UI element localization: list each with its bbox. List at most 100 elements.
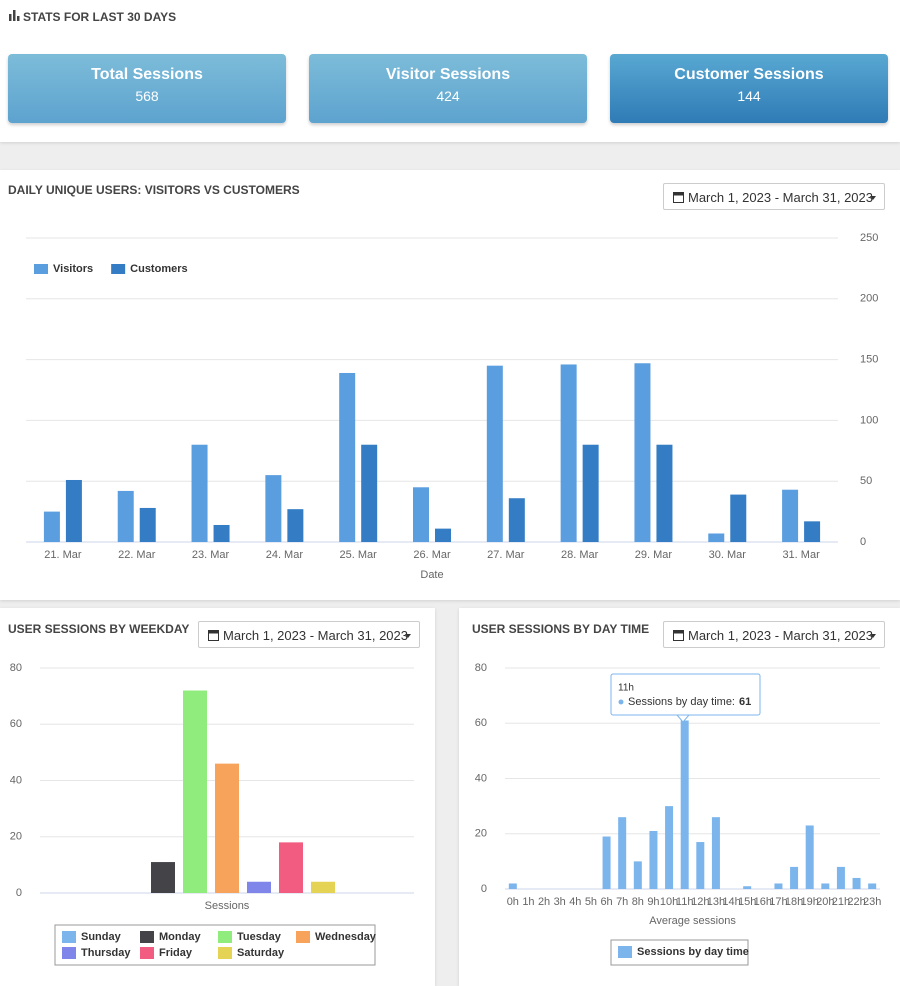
bar	[183, 690, 207, 893]
bar	[287, 509, 304, 542]
bar	[711, 817, 720, 889]
y-tick-label: 80	[10, 662, 22, 674]
bar	[215, 763, 239, 893]
legend-label: Tuesday	[237, 931, 282, 943]
legend-swatch	[62, 931, 76, 943]
bar	[265, 475, 282, 542]
tooltip-text: Sessions by day time: 61	[628, 696, 751, 708]
date-picker[interactable]: March 1, 2023 - March 31, 2023	[198, 621, 420, 648]
chart-panel: USER SESSIONS BY DAY TIME March 1, 2023 …	[459, 608, 900, 986]
bar	[804, 521, 821, 542]
bar	[852, 877, 861, 889]
chart-title: USER SESSIONS BY DAY TIME	[472, 622, 650, 636]
x-tick-label: 28. Mar	[561, 549, 599, 561]
x-tick-label: 16h	[754, 896, 772, 908]
card-value: 144	[737, 88, 761, 104]
legend-label: Customers	[130, 263, 187, 275]
legend-label: Thursday	[81, 947, 131, 959]
y-tick-label: 40	[10, 774, 22, 786]
x-tick-label: 21. Mar	[44, 549, 82, 561]
stats-title: STATS FOR LAST 30 DAYS	[23, 10, 177, 24]
bar	[435, 528, 451, 542]
bar	[656, 444, 673, 542]
x-tick-label: 8h	[632, 896, 644, 908]
bar	[602, 836, 611, 889]
tooltip-arrow	[675, 714, 691, 723]
x-tick-label: 1h	[522, 896, 534, 908]
x-tick-label: 19h	[801, 896, 819, 908]
x-tick-label: 3h	[554, 896, 566, 908]
bar	[805, 825, 814, 889]
y-tick-label: 100	[860, 414, 878, 426]
y-tick-label: 200	[860, 293, 878, 305]
bar	[413, 487, 429, 542]
bar	[868, 883, 877, 889]
x-tick-label: 26. Mar	[413, 549, 451, 561]
legend-swatch	[62, 947, 76, 959]
bar	[730, 494, 747, 542]
legend-swatch	[140, 931, 154, 943]
x-tick-label: 11h	[676, 896, 694, 908]
stat-card: Visitor Sessions 424	[309, 54, 587, 123]
bar	[665, 806, 674, 889]
x-tick-label: 24. Mar	[266, 549, 304, 561]
bar	[836, 866, 845, 889]
x-tick-label: 21h	[832, 896, 850, 908]
legend-label: Sunday	[81, 931, 122, 943]
stat-card: Customer Sessions 144	[610, 54, 888, 123]
card-title: Customer Sessions	[674, 66, 824, 83]
y-tick-label: 20	[10, 831, 22, 843]
bar	[582, 444, 599, 542]
date-picker[interactable]: March 1, 2023 - March 31, 2023	[663, 183, 885, 210]
x-tick-label: 23h	[863, 896, 881, 908]
legend-swatch	[296, 931, 310, 943]
calendar-icon	[673, 192, 684, 203]
y-tick-label: 0	[860, 536, 866, 548]
bar	[247, 881, 271, 893]
x-tick-label: 12h	[691, 896, 709, 908]
legend-swatch	[618, 946, 632, 958]
bar	[743, 886, 752, 889]
bar	[696, 842, 705, 889]
stat-card: Total Sessions 568	[8, 54, 286, 123]
calendar-icon	[208, 630, 219, 641]
card-value: 568	[135, 88, 159, 104]
bar	[508, 498, 525, 542]
bar	[213, 524, 230, 542]
x-tick-label: 13h	[707, 896, 725, 908]
x-tick-label: 18h	[785, 896, 803, 908]
y-tick-label: 20	[475, 828, 487, 840]
legend-label: Wednesday	[315, 931, 377, 943]
bar	[649, 830, 658, 889]
card-title: Total Sessions	[91, 66, 203, 83]
bar	[151, 862, 175, 893]
bar	[117, 490, 134, 542]
y-tick-label: 60	[475, 717, 487, 729]
card-title: Visitor Sessions	[385, 66, 511, 83]
card-value: 424	[436, 88, 460, 104]
x-tick-label: 17h	[769, 896, 787, 908]
x-tick-label: 15h	[738, 896, 756, 908]
legend-label: Sessions by day time	[637, 946, 749, 958]
bar	[339, 372, 356, 542]
x-tick-label: 22h	[847, 896, 865, 908]
x-tick-label: 23. Mar	[192, 549, 230, 561]
y-tick-label: 250	[860, 232, 878, 244]
date-range: March 1, 2023 - March 31, 2023	[688, 628, 873, 643]
bar	[708, 533, 725, 542]
date-picker[interactable]: March 1, 2023 - March 31, 2023	[663, 621, 885, 648]
bar	[633, 861, 642, 889]
bar	[311, 881, 335, 893]
x-tick-label: Sessions	[205, 900, 250, 912]
x-tick-label: 30. Mar	[709, 549, 747, 561]
bar	[821, 883, 830, 889]
bar	[790, 866, 799, 889]
legend-swatch	[218, 947, 232, 959]
x-tick-label: 14h	[722, 896, 740, 908]
y-tick-label: 0	[16, 887, 22, 899]
x-axis-label: Average sessions	[649, 915, 736, 927]
tooltip-label: Sessions by day time:	[628, 696, 735, 708]
y-tick-label: 60	[10, 718, 22, 730]
